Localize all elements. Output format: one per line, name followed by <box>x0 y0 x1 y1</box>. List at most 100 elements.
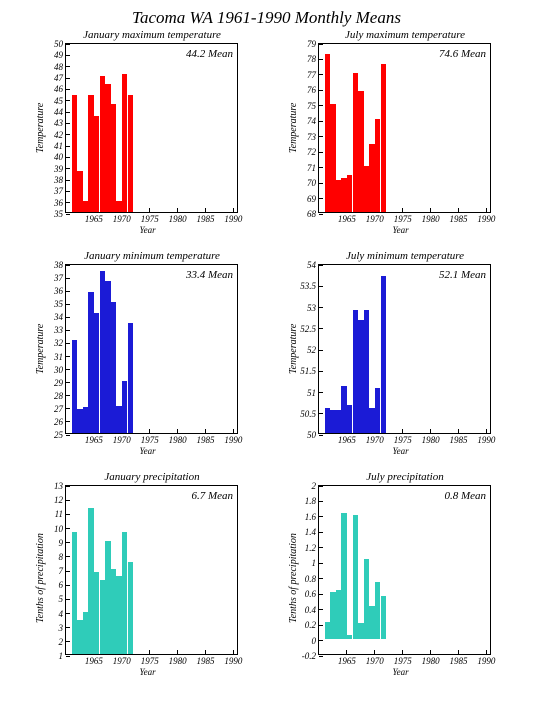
y-tick <box>66 641 70 642</box>
bar <box>375 119 380 212</box>
y-tick <box>66 134 70 135</box>
bar <box>369 408 374 434</box>
y-tick-label: 8 <box>59 552 67 562</box>
bar <box>330 592 335 638</box>
bar <box>88 95 93 212</box>
y-tick <box>319 328 323 329</box>
x-tick-label: 1965 <box>85 433 103 445</box>
y-tick <box>319 214 323 215</box>
y-tick-label: 49 <box>54 50 66 60</box>
bar <box>116 576 121 654</box>
bar <box>336 590 341 639</box>
y-tick-label: 78 <box>307 54 319 64</box>
y-tick <box>66 408 70 409</box>
chart-area: 6.7 Mean12345678910111213196519701975198… <box>65 485 238 655</box>
bar <box>375 388 380 433</box>
bar <box>88 292 93 433</box>
y-tick <box>66 585 70 586</box>
y-tick <box>66 542 70 543</box>
y-tick-label: 47 <box>54 73 66 83</box>
bar <box>83 612 88 655</box>
x-tick-label: 1975 <box>141 212 159 224</box>
y-tick <box>66 78 70 79</box>
x-tick-label: 1970 <box>113 654 131 666</box>
y-tick <box>319 74 323 75</box>
y-tick-label: 28 <box>54 391 66 401</box>
y-tick <box>66 180 70 181</box>
y-tick-label: 46 <box>54 84 66 94</box>
bar <box>94 313 99 433</box>
bar <box>364 559 369 639</box>
bar <box>381 64 386 212</box>
y-axis-label: Tenths of precipitation <box>35 533 46 623</box>
bar <box>94 572 99 654</box>
x-tick-label: 1965 <box>338 212 356 224</box>
bar <box>100 76 105 212</box>
chart-area: 0.8 Mean-0.200.20.40.60.811.21.41.61.821… <box>318 485 491 655</box>
y-tick-label: 27 <box>54 404 66 414</box>
bar <box>122 74 127 212</box>
y-tick <box>66 343 70 344</box>
bar <box>88 508 93 654</box>
x-tick-label: 1985 <box>197 654 215 666</box>
y-tick-label: 4 <box>59 609 67 619</box>
y-tick <box>319 501 323 502</box>
bar <box>369 144 374 212</box>
y-tick-label: 51 <box>307 388 319 398</box>
x-tick-label: 1980 <box>422 654 440 666</box>
bar <box>375 582 380 638</box>
bar <box>364 166 369 212</box>
x-tick-label: 1965 <box>85 212 103 224</box>
x-tick-label: 1990 <box>224 212 242 224</box>
y-tick <box>319 121 323 122</box>
y-tick-label: 3 <box>59 623 67 633</box>
y-tick <box>66 330 70 331</box>
bar <box>353 515 358 639</box>
mean-label: 52.1 Mean <box>439 269 486 281</box>
y-tick-label: 42 <box>54 130 66 140</box>
chart-title: January minimum temperature <box>52 250 252 262</box>
mean-label: 33.4 Mean <box>186 269 233 281</box>
mean-label: 0.8 Mean <box>444 490 486 502</box>
y-tick-label: 36 <box>54 286 66 296</box>
y-tick <box>66 168 70 169</box>
x-tick-label: 1980 <box>169 654 187 666</box>
x-tick-label: 1985 <box>197 212 215 224</box>
y-tick-label: 72 <box>307 147 319 157</box>
y-tick <box>66 304 70 305</box>
y-tick-label: 35 <box>54 299 66 309</box>
mean-label: 6.7 Mean <box>191 490 233 502</box>
y-tick <box>66 278 70 279</box>
bar <box>100 580 105 654</box>
y-tick-label: 76 <box>307 85 319 95</box>
bar <box>72 95 77 212</box>
bar <box>330 104 335 212</box>
bar <box>122 532 127 654</box>
y-tick-label: 38 <box>54 260 66 270</box>
chart-title: January maximum temperature <box>52 29 252 41</box>
y-tick-label: 5 <box>59 594 67 604</box>
y-tick-label: 73 <box>307 132 319 142</box>
x-axis-label: Year <box>393 446 409 456</box>
x-tick-label: 1980 <box>169 212 187 224</box>
x-tick-label: 1980 <box>422 212 440 224</box>
y-tick-label: 71 <box>307 163 319 173</box>
y-tick-label: 79 <box>307 39 319 49</box>
y-tick <box>66 89 70 90</box>
bar <box>353 310 358 433</box>
y-tick-label: 51.5 <box>300 366 319 376</box>
chart-title: July precipitation <box>305 471 505 483</box>
y-tick <box>319 578 323 579</box>
bar <box>128 95 133 212</box>
x-tick-label: 1970 <box>366 212 384 224</box>
x-tick-label: 1965 <box>338 654 356 666</box>
y-tick-label: 53.5 <box>300 281 319 291</box>
y-tick <box>66 44 70 45</box>
bar <box>325 54 330 212</box>
y-tick-label: 31 <box>54 352 66 362</box>
y-tick <box>319 516 323 517</box>
bar <box>111 569 116 654</box>
y-tick <box>319 486 323 487</box>
y-tick-label: 50 <box>54 39 66 49</box>
y-tick-label: 50.5 <box>300 409 319 419</box>
